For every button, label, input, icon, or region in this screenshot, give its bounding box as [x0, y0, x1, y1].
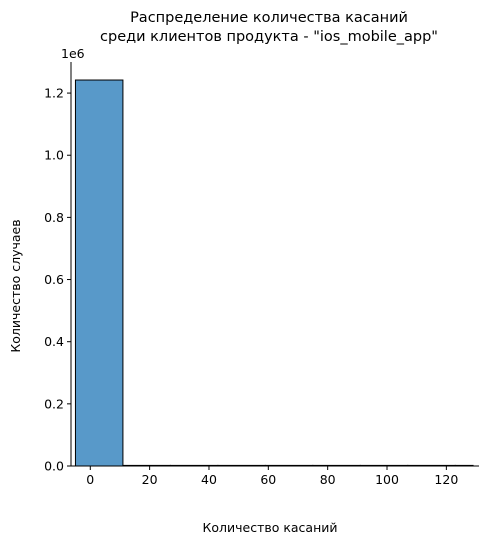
y-tick-label: 0.6: [44, 272, 64, 287]
chart-title-line-2: среди клиентов продукта - "ios_mobile_ap…: [100, 29, 438, 45]
x-axis-ticks: 0 20 40 60 80 100 120: [86, 466, 458, 487]
y-axis-offset-label: 1e6: [61, 46, 85, 61]
x-axis-label: Количество касаний: [202, 520, 337, 535]
bars: [74, 79, 474, 467]
y-tick-label: 1.2: [44, 86, 64, 101]
y-axis-label: Количество случаев: [8, 219, 23, 352]
y-tick-label: 0.8: [44, 210, 64, 225]
x-tick-label: 120: [434, 472, 458, 487]
y-tick-label: 1.0: [44, 148, 64, 163]
x-tick-label: 80: [320, 472, 336, 487]
y-axis-ticks: 0.0 0.2 0.4 0.6 0.8 1.0 1.2: [44, 86, 71, 474]
x-tick-label: 40: [201, 472, 217, 487]
x-tick-label: 0: [86, 472, 94, 487]
chart-title: Распределение количества касаний среди к…: [100, 10, 438, 45]
y-tick-label: 0.4: [44, 334, 64, 349]
chart-title-line-1: Распределение количества касаний: [130, 10, 408, 26]
histogram-bar-0: [74, 79, 124, 467]
y-tick-label: 0.0: [44, 459, 64, 474]
x-tick-label: 60: [260, 472, 276, 487]
x-tick-label: 100: [375, 472, 399, 487]
y-tick-label: 0.2: [44, 396, 64, 411]
axes: [70, 62, 479, 467]
x-tick-label: 20: [142, 472, 158, 487]
